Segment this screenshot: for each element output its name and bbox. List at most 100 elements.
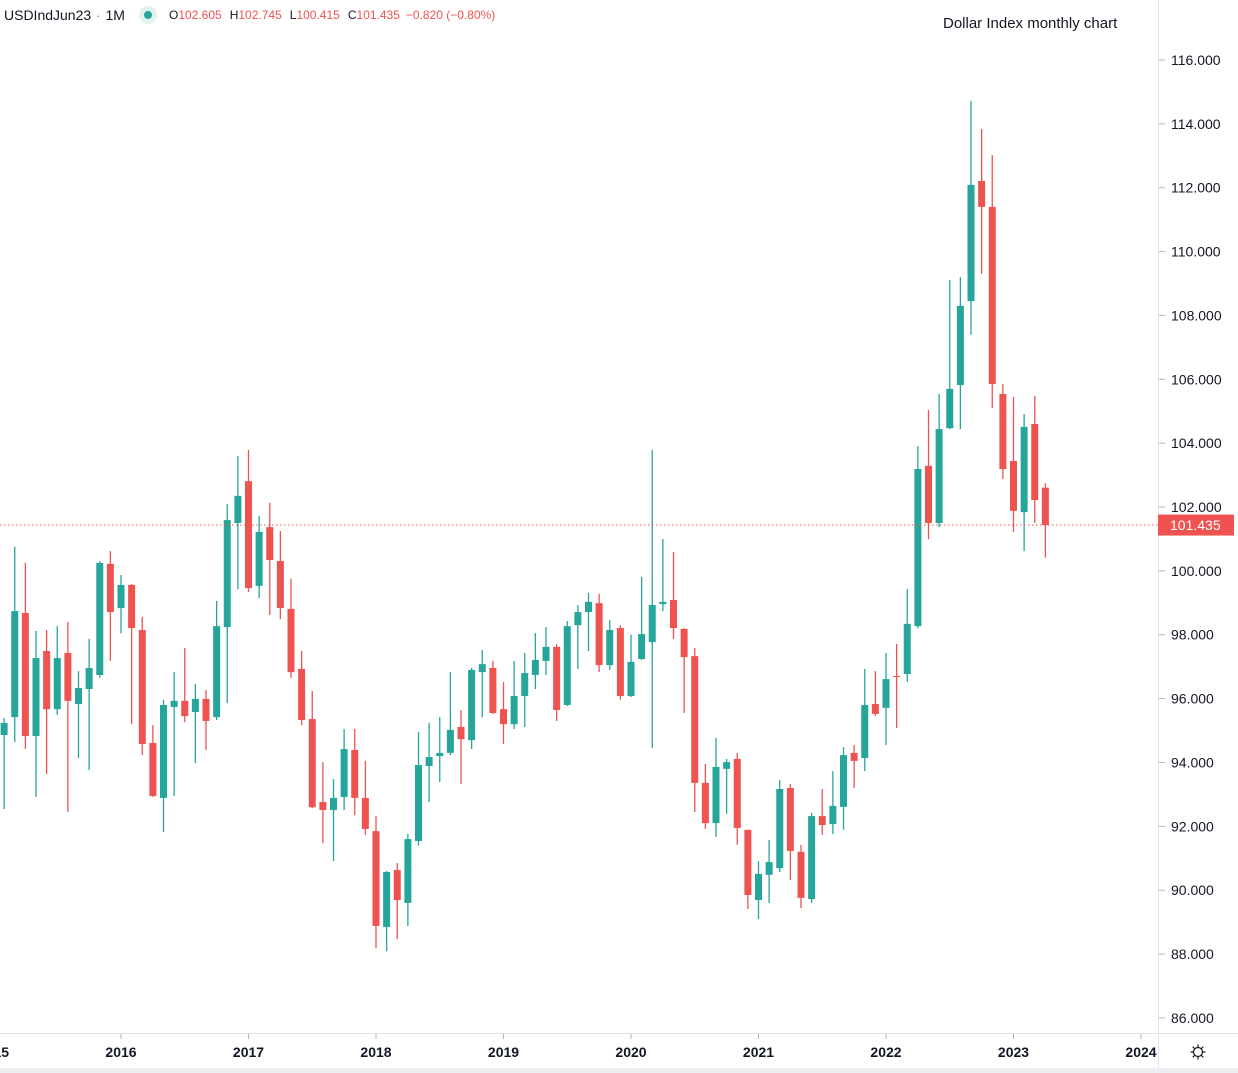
candle-2021-02	[765, 840, 773, 903]
time-tick-label: 2020	[615, 1044, 646, 1060]
candle-2020-03	[648, 449, 656, 749]
candle-2020-09	[712, 737, 720, 837]
last-price-label: 101.435	[1158, 514, 1234, 536]
candle-2017-09	[330, 779, 337, 862]
candle-2019-10	[595, 593, 603, 673]
candle-2019-11	[606, 620, 614, 670]
candle-body	[946, 388, 954, 429]
candle-2016-05	[160, 699, 167, 833]
candle-2021-04	[786, 783, 794, 880]
symbol-name[interactable]: USDIndJun23	[4, 7, 92, 23]
candle-2023-04	[1041, 483, 1049, 558]
time-tick-label: 2017	[233, 1044, 264, 1060]
candles	[0, 100, 1049, 952]
candle-2019-05	[542, 627, 550, 675]
candle-2022-04	[914, 446, 922, 629]
candle-body	[53, 658, 61, 710]
candle-2018-08	[446, 672, 454, 756]
candle-2015-03	[11, 546, 19, 743]
price-tick-label: 96.000	[1171, 691, 1214, 707]
candle-2016-07	[181, 648, 189, 723]
candle-2020-05	[670, 552, 677, 639]
candle-2018-03	[393, 863, 401, 940]
interval[interactable]: 1M	[105, 7, 125, 23]
low-label: L	[289, 8, 297, 22]
candle-body	[691, 656, 699, 783]
candle-body	[882, 679, 890, 708]
price-tick-label: 86.000	[1171, 1010, 1214, 1026]
candle-2019-12	[616, 625, 624, 700]
candle-body	[850, 752, 858, 761]
candle-body	[1041, 487, 1049, 526]
candle-body	[871, 704, 879, 714]
candle-2021-10	[850, 744, 858, 789]
candle-body	[11, 611, 19, 718]
candle-2019-08	[574, 605, 582, 669]
candle-body	[723, 762, 731, 769]
candle-body	[170, 700, 178, 707]
high-label: H	[229, 8, 239, 22]
candle-body	[765, 862, 773, 875]
candle-body	[680, 628, 688, 658]
market-status-dot-icon	[138, 6, 157, 24]
time-tick-label: 2021	[743, 1044, 774, 1060]
time-axis[interactable]: 2015 2016 2017 2018 2019 2020 2021 2022 2023 2024	[0, 1034, 1157, 1060]
candle-body	[1020, 426, 1028, 513]
candle-2016-03	[138, 616, 146, 756]
price-tick-label: 112.000	[1171, 180, 1221, 196]
candle-2017-02	[255, 515, 263, 599]
bottom-toolbar-edge	[0, 1068, 1238, 1073]
candle-body	[988, 206, 996, 385]
candle-body	[797, 851, 805, 898]
candle-body	[372, 831, 380, 926]
time-tick-label: 2023	[998, 1044, 1029, 1060]
candle-body	[542, 646, 550, 661]
candle-2023-03	[1031, 395, 1039, 523]
candle-2021-09	[840, 747, 847, 830]
chart-title: Dollar Index monthly chart	[943, 15, 1118, 32]
separator: ·	[96, 7, 101, 23]
candle-2017-03	[266, 502, 274, 615]
candle-body	[701, 782, 709, 824]
candle-body	[245, 481, 252, 589]
candle-body	[712, 766, 720, 824]
candle-2016-04	[149, 725, 157, 797]
price-tick-label: 102.000	[1171, 499, 1222, 515]
candle-body	[776, 788, 784, 869]
candle-body	[181, 700, 189, 717]
candle-body	[606, 629, 614, 666]
settings-button[interactable]	[1188, 1042, 1208, 1062]
candle-2022-07	[946, 279, 954, 430]
candle-body	[521, 673, 529, 697]
candle-body	[425, 757, 433, 766]
price-axis[interactable]: 86.000 88.000 90.000 92.000 94.000 96.000 98.0…	[1159, 52, 1222, 1026]
candle-2016-01	[117, 575, 125, 634]
candle-2018-07	[436, 717, 444, 782]
candle-body	[935, 429, 943, 523]
candle-2021-12	[871, 671, 879, 717]
candle-2022-08	[956, 277, 964, 430]
candle-2015-04	[21, 562, 29, 750]
candle-body	[648, 605, 656, 643]
candle-2016-10	[213, 600, 221, 720]
candle-body	[489, 667, 497, 713]
candle-body	[64, 652, 72, 701]
candle-body	[659, 601, 667, 605]
candle-body	[138, 629, 146, 744]
candle-2015-07	[53, 626, 61, 715]
candle-body	[478, 664, 486, 673]
time-tick-label: 2018	[360, 1044, 391, 1060]
candle-2018-01	[372, 816, 380, 948]
candle-body	[818, 816, 826, 826]
candle-body	[925, 465, 932, 523]
candle-2016-09	[202, 689, 210, 751]
candle-2018-04	[404, 833, 412, 926]
candle-2015-08	[64, 621, 72, 812]
candle-2018-09	[457, 710, 465, 785]
candle-2019-01	[500, 681, 507, 744]
candle-body	[393, 870, 401, 901]
candle-2020-02	[638, 576, 646, 660]
candle-body	[446, 729, 454, 753]
candle-body	[128, 584, 136, 629]
